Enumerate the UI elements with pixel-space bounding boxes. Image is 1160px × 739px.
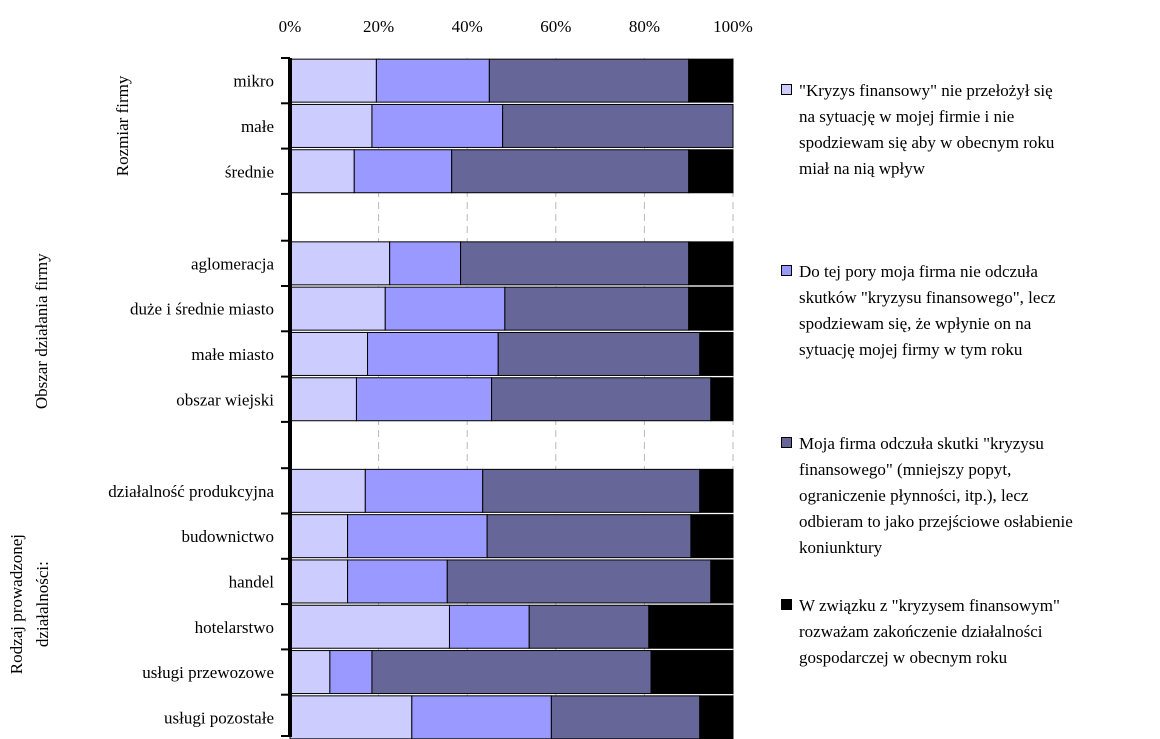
category-label: duże i średnie miasto [130, 300, 274, 319]
category-label: handel [229, 572, 275, 591]
bar-segment [497, 331, 701, 376]
category-label: budownictwo [181, 527, 274, 546]
bar-segment [289, 286, 386, 331]
bar-segment [289, 58, 377, 103]
bar-segment [371, 103, 504, 148]
bar-segment [710, 377, 734, 422]
group-label: działalności: [33, 561, 52, 647]
bar-segment [710, 559, 734, 604]
category-label: małe miasto [191, 345, 274, 364]
x-tick-label: 0% [279, 17, 302, 36]
bar-segment [448, 604, 530, 649]
bar-segment [699, 331, 734, 376]
legend-label: Moja firma odczuła skutki "kryzysu finans… [799, 434, 1073, 557]
x-tick-label: 60% [540, 17, 571, 36]
bar-segment [688, 149, 734, 194]
bar-segment [411, 695, 552, 739]
bar-segment [486, 514, 692, 559]
bar-segment [289, 241, 391, 286]
bar-segment [353, 149, 453, 194]
bar-segment [688, 241, 734, 286]
bar-segment [688, 58, 734, 103]
category-label: aglomeracja [191, 254, 275, 273]
legend-item: W związku z "kryzysem finansowym" rozważa… [781, 593, 1160, 671]
category-labels: mikro małe średnie aglomeracja duże i średni… [108, 72, 274, 728]
bar-segment [289, 559, 349, 604]
legend-swatch [781, 84, 792, 95]
bar-segment [367, 331, 499, 376]
bar-segment [364, 468, 484, 513]
bar-segment [347, 514, 488, 559]
bar-segment [355, 377, 493, 422]
bar-segment [289, 604, 450, 649]
group-labels: Rozmiar firmy Obszar działania firmy Rodza… [7, 75, 132, 674]
bar-segment [375, 58, 490, 103]
bar-segment [384, 286, 506, 331]
bar-segment [289, 468, 366, 513]
bar-segment [289, 149, 355, 194]
legend-item: "Kryzys finansowy" nie przełożył się na s… [781, 78, 1160, 182]
category-label: usługi pozostałe [164, 708, 274, 727]
category-label: usługi przewozowe [142, 663, 274, 682]
bar-segment [289, 650, 331, 695]
x-tick-label: 80% [629, 17, 660, 36]
group-label: Obszar działania firmy [32, 253, 51, 409]
bar-segment [504, 286, 690, 331]
group-label: Rozmiar firmy [113, 75, 132, 176]
legend-item: Moja firma odczuła skutki "kryzysu finans… [781, 431, 1160, 561]
category-label: hotelarstwo [195, 618, 274, 637]
bar-segment [289, 695, 413, 739]
bar-segment [289, 103, 373, 148]
x-tick-label: 100% [713, 17, 753, 36]
legend-item: Do tej pory moja firma nie odczuła skutkó… [781, 259, 1160, 363]
group-label: Rodzaj prowadzonej [7, 534, 26, 674]
bar-segment [550, 695, 701, 739]
bars [289, 58, 734, 739]
bar-segment [389, 241, 462, 286]
x-tick-label: 20% [363, 17, 394, 36]
legend-swatch [781, 437, 792, 448]
category-label: obszar wiejski [176, 390, 274, 409]
bar-segment [371, 650, 652, 695]
bar-segment [648, 604, 734, 649]
bar-segment [460, 241, 690, 286]
bar-segment [650, 650, 734, 695]
bar-segment [690, 514, 734, 559]
legend-label: "Kryzys finansowy" nie przełożył się na s… [799, 81, 1055, 178]
legend: "Kryzys finansowy" nie przełożył się na s… [781, 78, 1160, 667]
legend-label: W związku z "kryzysem finansowym" rozważa… [799, 596, 1060, 667]
bar-segment [528, 604, 650, 649]
bar-segment [289, 331, 369, 376]
x-axis-ticks: 0% 20% 40% 60% 80% 100% [279, 17, 753, 36]
bar-segment [482, 468, 701, 513]
bar-segment [688, 286, 734, 331]
legend-label: Do tej pory moja firma nie odczuła skutkó… [799, 262, 1056, 359]
bar-segment [289, 514, 349, 559]
bar-segment [347, 559, 448, 604]
category-label: małe [241, 117, 274, 136]
legend-swatch [781, 599, 792, 610]
y-axis [281, 57, 292, 737]
bar-segment [699, 468, 734, 513]
bar-segment [491, 377, 712, 422]
bar-segment [488, 58, 690, 103]
category-label: średnie [225, 162, 274, 181]
x-tick-label: 40% [452, 17, 483, 36]
category-label: działalność produkcyjna [108, 482, 274, 501]
category-label: mikro [233, 72, 274, 91]
bar-segment [451, 149, 690, 194]
bar-segment [446, 559, 712, 604]
bar-segment [329, 650, 373, 695]
legend-swatch [781, 265, 792, 276]
bar-segment [502, 103, 734, 148]
bar-segment [699, 695, 734, 739]
bar-segment [289, 377, 357, 422]
